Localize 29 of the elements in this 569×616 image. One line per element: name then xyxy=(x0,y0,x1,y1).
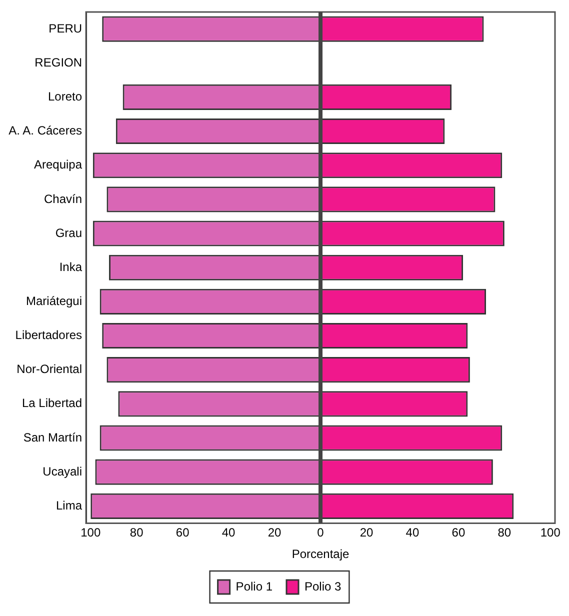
y-tick-label: REGION xyxy=(34,55,82,70)
y-tick-label: Ucayali xyxy=(42,464,82,478)
x-tick-label: 100 xyxy=(540,526,561,540)
x-tick-label: 80 xyxy=(498,526,512,540)
y-tick-label: Nor-Oriental xyxy=(16,362,82,376)
y-tick-label: San Martín xyxy=(23,430,82,444)
x-tick-label: 60 xyxy=(452,526,466,540)
y-tick-label: A. A. Cáceres xyxy=(8,124,82,138)
y-tick-label: PERU xyxy=(48,21,82,36)
y-tick-label: Mariátegui xyxy=(26,294,82,308)
x-tick-label: 20 xyxy=(360,526,374,540)
x-tick-label: 100 xyxy=(80,526,101,540)
y-tick-label: Inka xyxy=(59,260,82,274)
x-tick-label: 40 xyxy=(222,526,236,540)
x-tick-label: 40 xyxy=(406,526,420,540)
y-tick-label: Arequipa xyxy=(34,158,82,172)
x-axis-title: Porcentaje xyxy=(292,547,350,562)
y-tick-label: La Libertad xyxy=(22,396,82,410)
x-tick-label: 80 xyxy=(130,526,144,540)
x-tick-label: 0 xyxy=(317,526,324,540)
x-tick-label: 20 xyxy=(268,526,282,540)
legend-label: Polio 3 xyxy=(304,579,342,594)
y-tick-label: Grau xyxy=(55,226,82,240)
x-tick-label: 60 xyxy=(176,526,190,540)
legend-label: Polio 1 xyxy=(236,579,273,594)
y-tick-label: Libertadores xyxy=(15,328,82,342)
y-tick-label: Loreto xyxy=(48,90,82,104)
y-tick-label: Lima xyxy=(56,498,82,512)
y-tick-label: Chavín xyxy=(44,192,82,206)
